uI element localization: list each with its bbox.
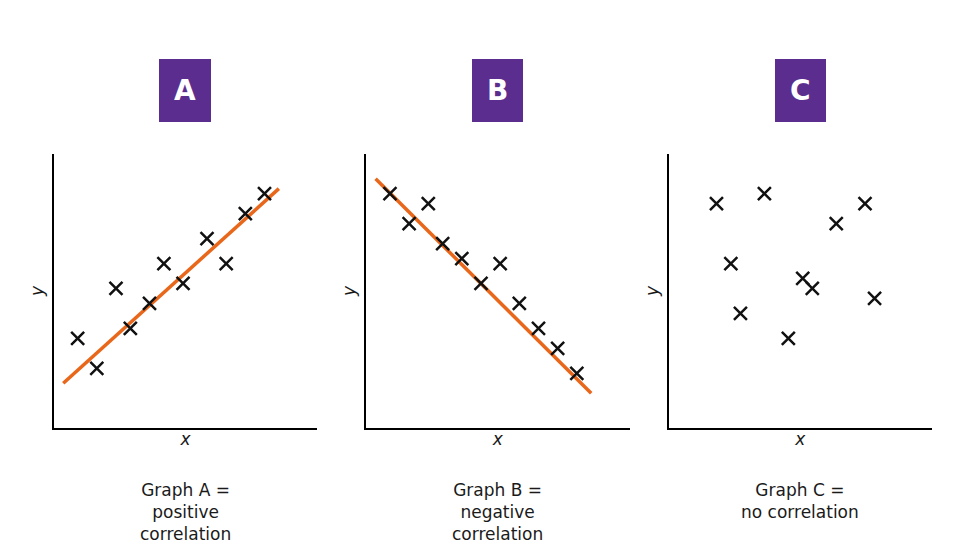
svg-text:B: B <box>487 74 508 107</box>
svg-text:Graph C =no correlation: Graph C =no correlation <box>741 480 859 522</box>
svg-text:y: y <box>27 285 47 297</box>
svg-text:Graph A =positivecorrelation: Graph A =positivecorrelation <box>140 480 231 544</box>
svg-text:x: x <box>492 429 504 449</box>
svg-text:y: y <box>339 285 359 297</box>
svg-text:x: x <box>179 429 191 449</box>
svg-text:y: y <box>642 285 662 297</box>
svg-text:A: A <box>174 74 196 107</box>
svg-text:x: x <box>794 429 806 449</box>
svg-text:C: C <box>790 74 811 107</box>
svg-text:Graph B =negativecorrelation: Graph B =negativecorrelation <box>452 480 543 544</box>
